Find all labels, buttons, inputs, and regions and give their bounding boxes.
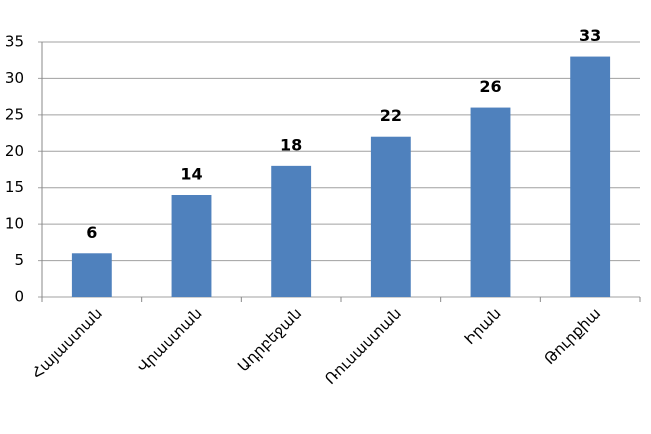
x-tick-label: Հայաստան xyxy=(28,304,106,382)
data-label: 26 xyxy=(479,77,501,96)
x-tick-label: Իրան xyxy=(461,304,505,348)
y-tick-label: 30 xyxy=(5,69,24,87)
y-tick-label: 35 xyxy=(5,33,24,51)
bar xyxy=(470,107,511,297)
data-label: 6 xyxy=(86,223,97,242)
y-tick-label: 5 xyxy=(14,251,24,269)
x-tick-label: Ադրբեջան xyxy=(234,304,305,375)
y-tick-label: 15 xyxy=(5,178,24,196)
bar xyxy=(370,136,411,297)
y-tick-label: 25 xyxy=(5,105,24,123)
y-tick-label: 0 xyxy=(14,288,24,306)
x-tick-label: Թուրքիա xyxy=(540,304,604,368)
x-tick-label: Ռուսաստան xyxy=(321,304,405,388)
bar xyxy=(171,195,212,297)
data-label: 33 xyxy=(579,26,601,45)
data-label: 18 xyxy=(280,135,302,154)
data-label: 22 xyxy=(380,106,402,125)
bar xyxy=(271,165,312,297)
data-label: 14 xyxy=(180,165,202,184)
y-tick-label: 20 xyxy=(5,142,24,160)
x-tick-label: Վրաստան xyxy=(134,304,206,376)
bar xyxy=(71,253,112,297)
bar xyxy=(570,56,611,298)
y-tick-label: 10 xyxy=(5,215,24,233)
